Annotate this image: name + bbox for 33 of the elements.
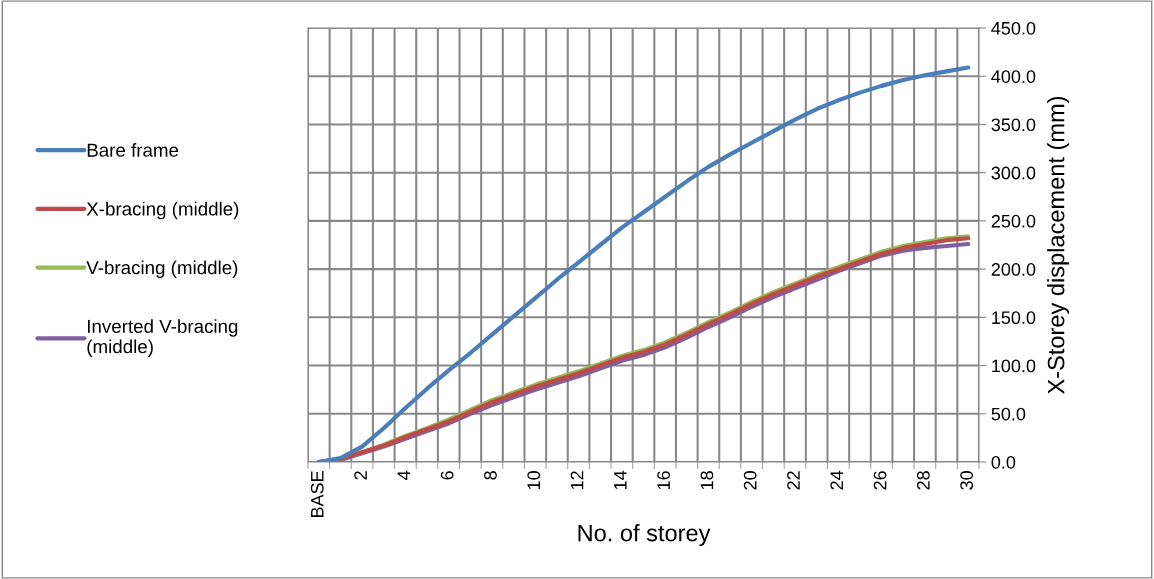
y-tick-label: 350.0: [991, 118, 1036, 132]
x-tick-label: 30: [960, 471, 974, 490]
x-tick-label: 20: [743, 471, 757, 490]
x-tick-label: 8: [484, 471, 497, 480]
x-tick-label: 28: [916, 471, 930, 490]
legend-label: Inverted V-bracing (middle): [87, 319, 238, 357]
x-axis-title: No. of storey: [578, 524, 711, 547]
line-series: [316, 65, 971, 462]
x-tick-label: 14: [614, 470, 627, 490]
x-tick-label: 24: [830, 470, 843, 490]
x-tick-label: 22: [787, 471, 800, 490]
x-tick-label: 12: [570, 471, 584, 490]
x-tick-label: 18: [700, 471, 714, 490]
y-tick-label: 50.0: [991, 407, 1026, 421]
y-tick-label: 0.0: [991, 455, 1016, 469]
legend-label: X-bracing (middle): [86, 201, 239, 220]
y-tick-label: 300.0: [991, 166, 1036, 180]
x-tick-label: 2: [354, 471, 367, 480]
x-tick-label: 4: [397, 470, 411, 480]
y-tick-label: 400.0: [991, 70, 1036, 83]
x-tick-label: BASE: [310, 471, 324, 518]
y-tick-label: 200.0: [991, 263, 1036, 276]
legend-label: Bare frame: [87, 143, 179, 157]
x-tick-label: 10: [527, 471, 541, 490]
x-tick-label: 16: [657, 471, 670, 490]
y-tick-label: 100.0: [992, 359, 1036, 373]
y-tick-label: 150.0: [992, 311, 1036, 325]
y-tick-label: 450.0: [991, 21, 1036, 35]
legend-label: V-bracing (middle): [86, 260, 238, 279]
y-tick-label: 250.0: [991, 214, 1036, 228]
x-tick-label: 6: [440, 471, 454, 480]
x-tick-label: 26: [873, 471, 887, 490]
y-axis-title: X-Storey displacement (mm): [1047, 96, 1070, 395]
